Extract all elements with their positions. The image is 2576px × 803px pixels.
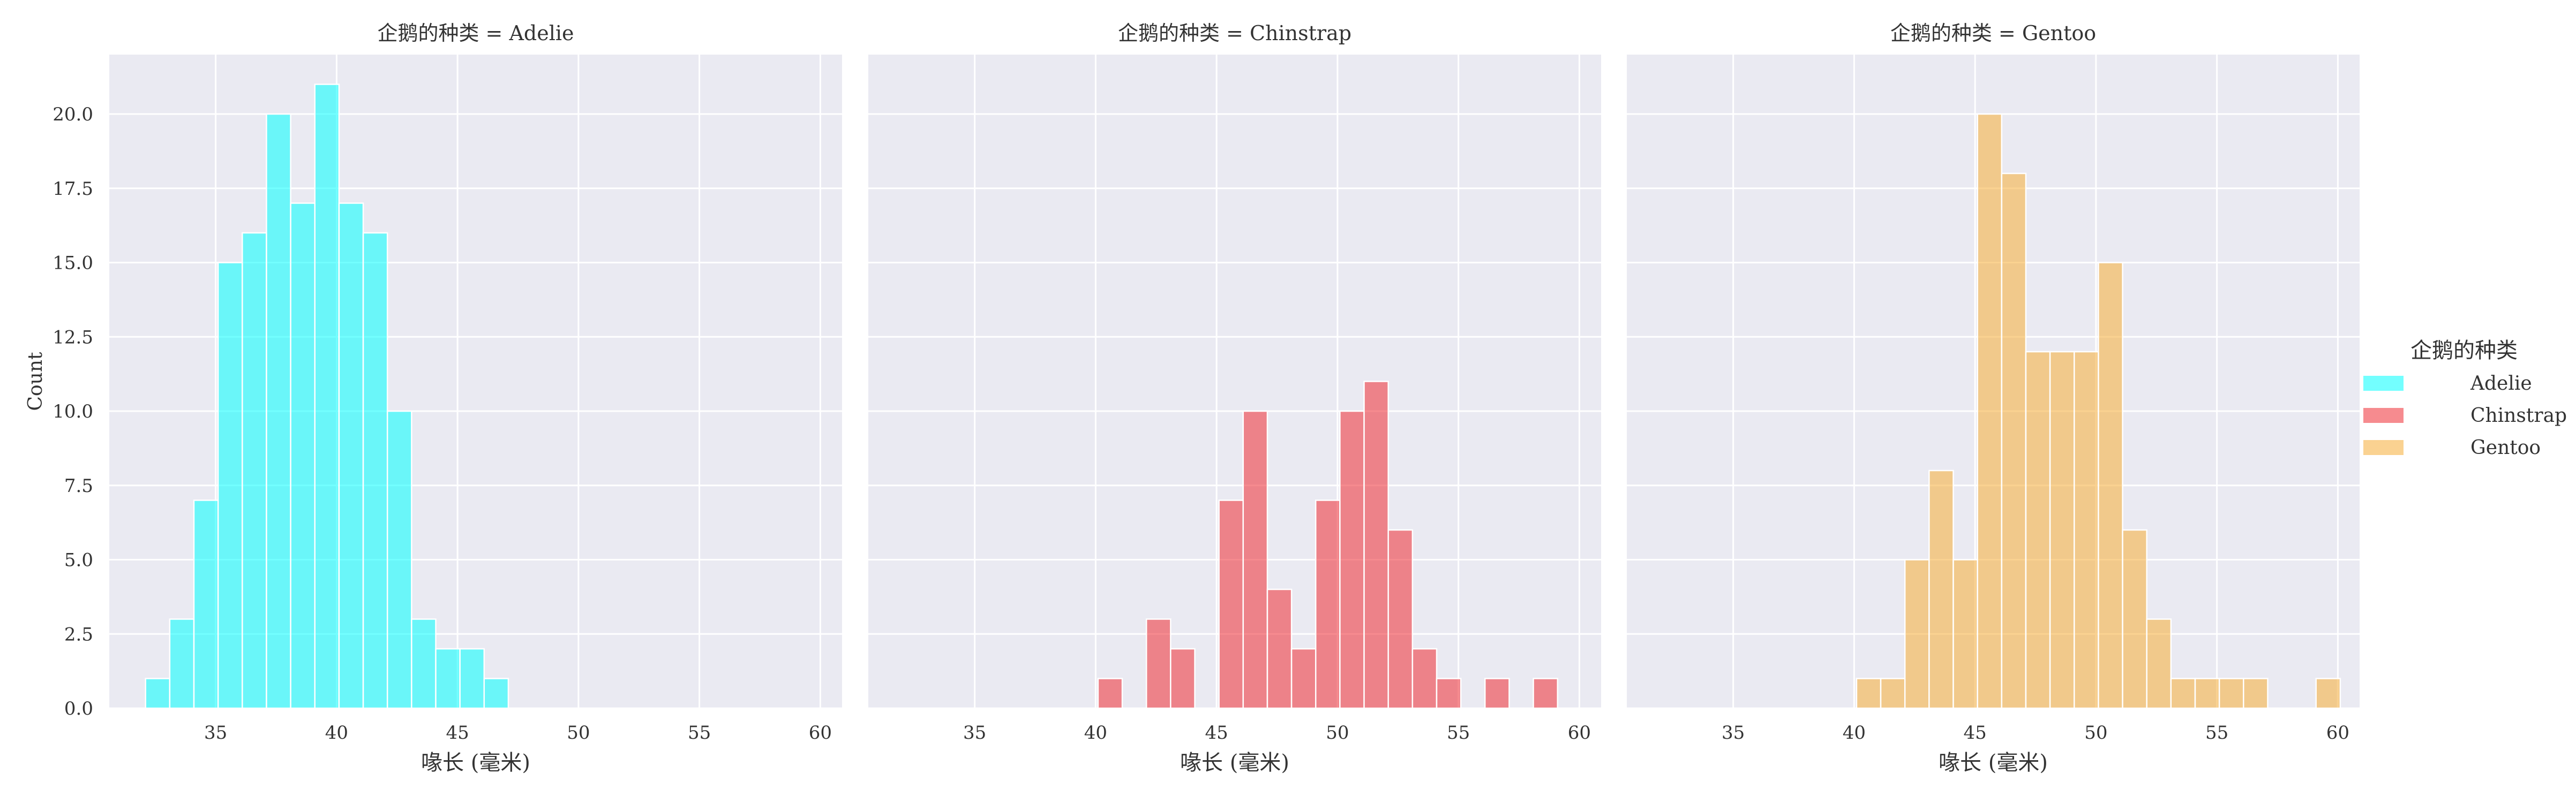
facet-panels: 35 40 45 50 55 60 0.0 2.5 5.0 7.5 10.0 12.5 15.0 17.5… <box>25 21 2360 775</box>
histogram-bar <box>386 410 412 709</box>
legend-swatch <box>2363 376 2404 391</box>
histogram-bar <box>1928 469 1954 709</box>
histogram-bar <box>1218 499 1244 709</box>
x-tick-label: 60 <box>1568 722 1591 744</box>
x-tick-label: 50 <box>1326 722 1349 744</box>
histogram-bar <box>1363 381 1389 709</box>
histogram-bar <box>1242 410 1268 709</box>
histogram-bar <box>1880 678 1906 709</box>
legend-item-chinstrap: Chinstrap <box>2363 405 2567 427</box>
legend-label: Gentoo <box>2470 437 2541 459</box>
y-tick-label: 12.5 <box>52 327 93 348</box>
x-tick-label: 40 <box>325 722 348 744</box>
x-tick-label: 45 <box>1205 722 1228 744</box>
facet-panel-gentoo: 35 40 45 50 55 60 企鹅的种类 = Gentoo 喙长 (毫米) <box>1627 21 2360 775</box>
histogram-bar <box>2243 678 2269 709</box>
histogram-bar <box>314 84 340 709</box>
histogram-bar <box>2025 351 2051 709</box>
histogram-bar <box>2001 172 2027 709</box>
histogram-bar <box>1097 678 1123 709</box>
histogram-bar <box>2315 678 2341 709</box>
histogram-bar <box>242 232 267 709</box>
facet-title: 企鹅的种类 = Gentoo <box>1890 21 2096 45</box>
histogram-bar <box>2122 529 2147 709</box>
y-tick-label: 17.5 <box>52 178 93 200</box>
legend-item-gentoo: Gentoo <box>2363 437 2541 459</box>
legend-swatch <box>2363 440 2404 455</box>
histogram-bar <box>1315 499 1341 709</box>
x-tick-label: 50 <box>567 722 590 744</box>
histogram-bar <box>1411 648 1438 709</box>
y-axis-label: Count <box>25 352 47 411</box>
x-tick-label: 35 <box>204 722 227 744</box>
histogram-bar <box>362 232 388 709</box>
histogram-bar <box>1484 678 1510 709</box>
y-tick-label: 0.0 <box>64 698 93 719</box>
x-axis-label: 喙长 (毫米) <box>1180 751 1289 775</box>
histogram-bar <box>2098 262 2123 709</box>
facet-title: 企鹅的种类 = Chinstrap <box>1118 21 1351 45</box>
histogram-bar <box>290 202 316 709</box>
x-axis-label: 喙长 (毫米) <box>1939 751 2048 775</box>
histogram-bar <box>2218 678 2244 709</box>
x-tick-label: 40 <box>1843 722 1866 744</box>
x-tick-label: 55 <box>2205 722 2228 744</box>
y-tick-label: 5.0 <box>64 550 93 571</box>
x-tick-label: 45 <box>446 722 469 744</box>
histogram-bar <box>1436 678 1462 709</box>
histogram-bar <box>2194 678 2220 709</box>
y-tick-label: 20.0 <box>52 104 93 125</box>
histogram-bar <box>1856 678 1882 709</box>
y-tick-label: 2.5 <box>64 624 93 645</box>
histogram-bar <box>483 678 509 709</box>
histogram-bar <box>266 113 291 709</box>
histogram-bar <box>435 648 461 709</box>
legend: 企鹅的种类 Adelie Chinstrap Gentoo <box>2363 338 2567 459</box>
histogram-bar <box>459 648 485 709</box>
x-tick-label: 55 <box>688 722 711 744</box>
histogram-bar <box>1952 559 1978 709</box>
facet-panel-chinstrap: 35 40 45 50 55 60 企鹅的种类 = Chinstrap 喙长 (毫米) <box>868 21 1601 775</box>
x-tick-label: 40 <box>1084 722 1107 744</box>
histogram-bar <box>217 262 243 709</box>
histogram-bar <box>338 202 364 709</box>
histogram-bar <box>1266 588 1293 709</box>
x-tick-label: 35 <box>1722 722 1745 744</box>
y-tick-label: 10.0 <box>52 401 93 422</box>
histogram-bar <box>411 618 437 709</box>
histogram-bar <box>1145 618 1171 709</box>
histogram-bar <box>1904 559 1930 709</box>
histogram-bar <box>145 678 171 709</box>
histogram-bar <box>2146 618 2172 709</box>
histogram-bar <box>1339 410 1365 709</box>
histogram-bar <box>193 499 219 709</box>
histogram-bar <box>169 618 195 709</box>
facet-title: 企鹅的种类 = Adelie <box>377 21 574 45</box>
x-tick-label: 35 <box>963 722 986 744</box>
x-tick-label: 60 <box>809 722 832 744</box>
legend-swatch <box>2363 408 2404 423</box>
legend-item-adelie: Adelie <box>2363 373 2532 395</box>
x-tick-label: 55 <box>1447 722 1470 744</box>
legend-title: 企鹅的种类 <box>2410 338 2518 363</box>
legend-label: Chinstrap <box>2470 405 2567 427</box>
histogram-bar <box>2170 678 2196 709</box>
histogram-bar <box>2073 351 2099 709</box>
histogram-bar <box>1977 113 2003 709</box>
histogram-bar <box>1170 648 1196 709</box>
y-tick-label: 15.0 <box>52 253 93 274</box>
histogram-bar <box>1290 648 1317 709</box>
x-tick-label: 45 <box>1964 722 1987 744</box>
histogram-bar <box>1533 678 1558 709</box>
x-axis-label: 喙长 (毫米) <box>421 751 530 775</box>
histogram-bar <box>2049 351 2075 709</box>
x-tick-label: 60 <box>2326 722 2349 744</box>
y-tick-label: 7.5 <box>64 475 93 497</box>
facet-panel-adelie: 35 40 45 50 55 60 0.0 2.5 5.0 7.5 10.0 12.5 15.0 17.5… <box>25 21 842 775</box>
legend-label: Adelie <box>2470 373 2532 395</box>
x-tick-label: 50 <box>2084 722 2107 744</box>
histogram-bar <box>1387 529 1414 709</box>
